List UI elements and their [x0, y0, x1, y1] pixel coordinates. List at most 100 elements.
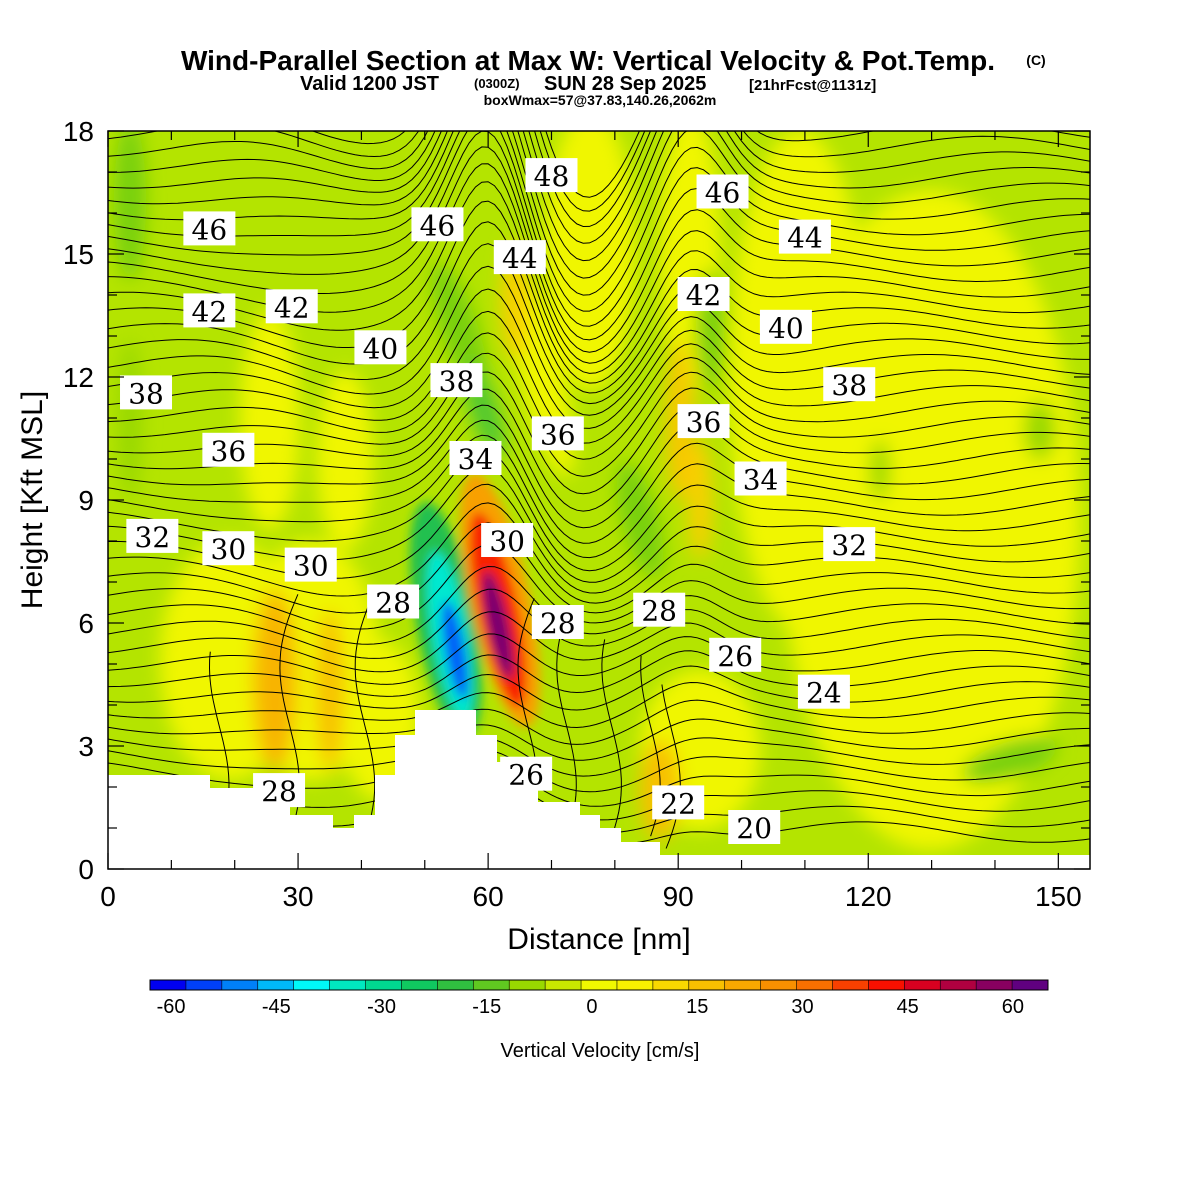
contour-label: 40	[354, 330, 407, 365]
contour-label-box	[183, 293, 236, 328]
contour-label-text: 34	[743, 464, 779, 497]
contour-label-box	[823, 367, 876, 402]
contour-label-text: 22	[660, 787, 696, 820]
colorbar-swatch	[365, 980, 402, 990]
x-tick-label: 150	[1035, 881, 1082, 912]
contour-label: 34	[449, 441, 502, 476]
theta-contours	[108, 131, 1090, 863]
theta-contour	[108, 388, 1090, 512]
contour-label-box	[525, 158, 578, 193]
y-axis-title: Height [Kft MSL]	[16, 391, 49, 609]
contour-label-box	[709, 637, 762, 672]
y-tick-label: 3	[78, 731, 94, 762]
theta-contour	[108, 404, 1090, 529]
x-axis: 0 30 60 90 120 150	[100, 131, 1082, 912]
colorbar-swatch	[185, 980, 223, 990]
contour-label: 46	[411, 207, 464, 242]
contour-label-text: 32	[831, 529, 867, 562]
contour-label-box	[411, 207, 464, 242]
contour-label-box	[449, 441, 502, 475]
theta-contour	[108, 131, 1090, 279]
theta-contour	[108, 352, 1090, 477]
colorbar-swatch	[401, 980, 438, 990]
contour-label-box	[734, 461, 787, 496]
x-tick-label: 120	[845, 881, 892, 912]
contour-label-text: 36	[540, 418, 576, 451]
colorbar-tick-label: 30	[791, 996, 813, 1018]
y-tick-label: 6	[78, 608, 94, 639]
contour-label: 46	[696, 174, 749, 210]
contour-label: 26	[500, 756, 553, 792]
contour-label-text: 34	[458, 443, 494, 476]
contour-label: 28	[253, 773, 306, 808]
contour-label-text: 42	[274, 291, 310, 324]
theta-contour	[108, 502, 1090, 604]
colorbar-swatch	[257, 980, 295, 990]
contour-label: 42	[183, 293, 236, 328]
contour-label: 22	[652, 785, 705, 820]
contour-label-box	[126, 518, 179, 553]
contour-label-box	[531, 605, 584, 639]
copyright-mark: (C)	[1026, 52, 1045, 68]
colorbar-swatch	[724, 980, 762, 990]
contour-label: 20	[728, 810, 781, 845]
contour-label: 38	[430, 363, 483, 398]
colorbar-swatch	[329, 980, 367, 990]
contour-label: 28	[531, 605, 584, 640]
contour-label-box	[759, 309, 812, 344]
theta-contour	[108, 310, 1090, 444]
x-tick-label: 30	[282, 881, 313, 912]
contour-label-box	[481, 523, 534, 557]
contour-label-text: 24	[806, 677, 842, 710]
colorbar-swatch	[1012, 980, 1049, 990]
contour-label: 46	[183, 211, 236, 246]
contour-label-text: 40	[768, 312, 804, 345]
colorbar-frame	[149, 979, 1049, 991]
contour-label-text: 28	[641, 595, 677, 628]
contour-label-text: 38	[831, 369, 867, 402]
contour-label-box	[677, 277, 730, 311]
colorbar-swatch	[652, 980, 690, 990]
theta-contour	[108, 131, 1090, 244]
theta-contour	[108, 371, 1090, 495]
contour-label: 30	[202, 531, 255, 566]
colorbar-swatch	[796, 980, 833, 990]
theta-contour	[108, 737, 1090, 777]
theta-contour	[108, 131, 1090, 228]
colorbar-swatch	[473, 980, 510, 990]
velocity-shading	[114, 131, 1080, 850]
contour-label: 42	[677, 277, 730, 312]
colorbar-swatch	[437, 980, 474, 990]
theta-contour	[108, 131, 1090, 327]
contour-label-box	[430, 363, 483, 398]
theta-contour	[108, 419, 1090, 544]
colorbar-swatch	[150, 980, 187, 990]
contour-label: 32	[126, 518, 179, 554]
contour-label-text: 40	[363, 332, 399, 365]
theta-contour	[108, 288, 1090, 429]
theta-contour	[108, 633, 1090, 685]
theta-contour	[108, 483, 1090, 594]
contour-label-text: 44	[787, 222, 823, 255]
contour-label: 32	[823, 527, 876, 562]
theta-contour	[108, 221, 1090, 394]
theta-contour	[108, 718, 1090, 761]
contour-label: 48	[525, 158, 578, 193]
theta-contour	[108, 543, 1090, 630]
contour-label: 40	[759, 309, 812, 345]
wave-core-shading	[409, 472, 540, 739]
terrain	[108, 710, 1090, 869]
contour-label-box	[354, 330, 407, 365]
theta-contour	[311, 131, 640, 198]
x-tick-label: 60	[473, 881, 504, 912]
y-tick-label: 15	[63, 239, 94, 270]
chart-title: Wind-Parallel Section at Max W: Vertical…	[181, 45, 995, 76]
contour-label-text: 46	[420, 209, 456, 242]
colorbar-swatch	[616, 980, 654, 990]
contour-label-text: 30	[489, 525, 525, 558]
colorbar-swatch	[509, 980, 546, 990]
colorbar-tick-label: 45	[897, 996, 919, 1018]
y-tick-label: 0	[78, 854, 94, 885]
